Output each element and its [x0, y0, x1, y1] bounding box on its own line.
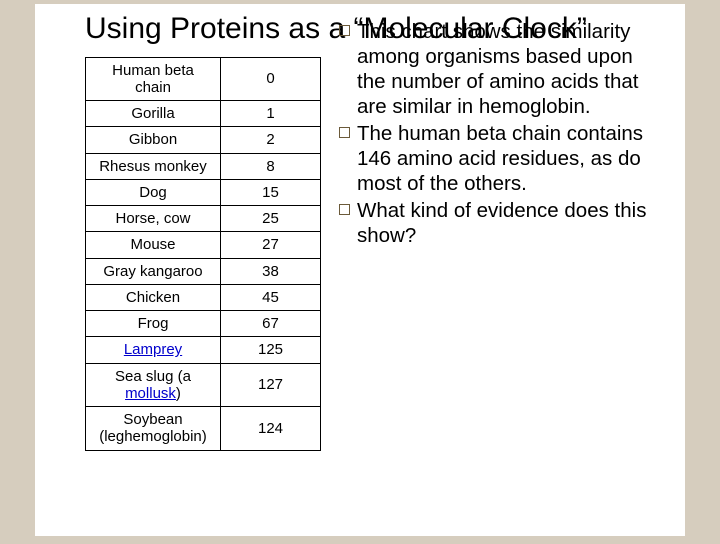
value-cell: 1 — [221, 101, 321, 127]
bullet-text: What kind of evidence does this show? — [357, 199, 646, 247]
table-row: Gibbon2 — [86, 127, 321, 153]
table-row: Mouse27 — [86, 232, 321, 258]
organism-cell: Horse, cow — [86, 206, 221, 232]
bullet-box-icon — [339, 204, 350, 215]
cell-text: (leghemoglobin) — [99, 428, 207, 445]
organism-cell: Human beta chain — [86, 57, 221, 101]
bullet-text: This chart shows the similarity among or… — [357, 20, 638, 118]
cell-text: Soybean — [123, 411, 182, 428]
cell-link[interactable]: mollusk — [125, 385, 176, 402]
table-row: Human beta chain0 — [86, 57, 321, 101]
bullet-box-icon — [339, 127, 350, 138]
bullet-item: What kind of evidence does this show? — [339, 198, 665, 248]
value-cell: 38 — [221, 258, 321, 284]
organism-cell: Lamprey — [86, 337, 221, 363]
table-row: Chicken45 — [86, 284, 321, 310]
bullet-box-icon — [339, 25, 350, 36]
cell-text: Sea slug (a — [115, 368, 191, 385]
value-cell: 0 — [221, 57, 321, 101]
table-row: Rhesus monkey8 — [86, 153, 321, 179]
cell-text: ) — [176, 385, 181, 402]
organism-cell: Gorilla — [86, 101, 221, 127]
value-cell: 125 — [221, 337, 321, 363]
table-row: Gorilla1 — [86, 101, 321, 127]
slide: Using Proteins as a “Molecular Clock” Hu… — [35, 4, 685, 536]
table-row: Lamprey 125 — [86, 337, 321, 363]
table-row: Soybean(leghemoglobin)124 — [86, 407, 321, 451]
value-cell: 15 — [221, 179, 321, 205]
organism-cell: Rhesus monkey — [86, 153, 221, 179]
value-cell: 45 — [221, 284, 321, 310]
value-cell: 8 — [221, 153, 321, 179]
value-cell: 124 — [221, 407, 321, 451]
table-row: Frog67 — [86, 311, 321, 337]
cell-link[interactable]: Lamprey — [124, 341, 182, 358]
bullet-text: The human beta chain contains 146 amino … — [357, 122, 643, 195]
organism-cell: Soybean(leghemoglobin) — [86, 407, 221, 451]
bullet-item: The human beta chain contains 146 amino … — [339, 121, 665, 196]
organism-cell: Chicken — [86, 284, 221, 310]
organism-cell: Dog — [86, 179, 221, 205]
organism-cell: Gibbon — [86, 127, 221, 153]
content-row: Human beta chain0Gorilla1Gibbon2Rhesus m… — [85, 57, 665, 451]
data-table: Human beta chain0Gorilla1Gibbon2Rhesus m… — [85, 57, 321, 451]
table-row: Sea slug (a mollusk)127 — [86, 363, 321, 407]
data-table-wrap: Human beta chain0Gorilla1Gibbon2Rhesus m… — [85, 57, 321, 451]
value-cell: 127 — [221, 363, 321, 407]
bullet-list: This chart shows the similarity among or… — [339, 19, 665, 451]
value-cell: 2 — [221, 127, 321, 153]
bullet-item: This chart shows the similarity among or… — [339, 19, 665, 119]
organism-cell: Frog — [86, 311, 221, 337]
table-row: Gray kangaroo38 — [86, 258, 321, 284]
table-row: Horse, cow25 — [86, 206, 321, 232]
value-cell: 25 — [221, 206, 321, 232]
organism-cell: Mouse — [86, 232, 221, 258]
value-cell: 67 — [221, 311, 321, 337]
organism-cell: Gray kangaroo — [86, 258, 221, 284]
organism-cell: Sea slug (a mollusk) — [86, 363, 221, 407]
table-row: Dog15 — [86, 179, 321, 205]
value-cell: 27 — [221, 232, 321, 258]
